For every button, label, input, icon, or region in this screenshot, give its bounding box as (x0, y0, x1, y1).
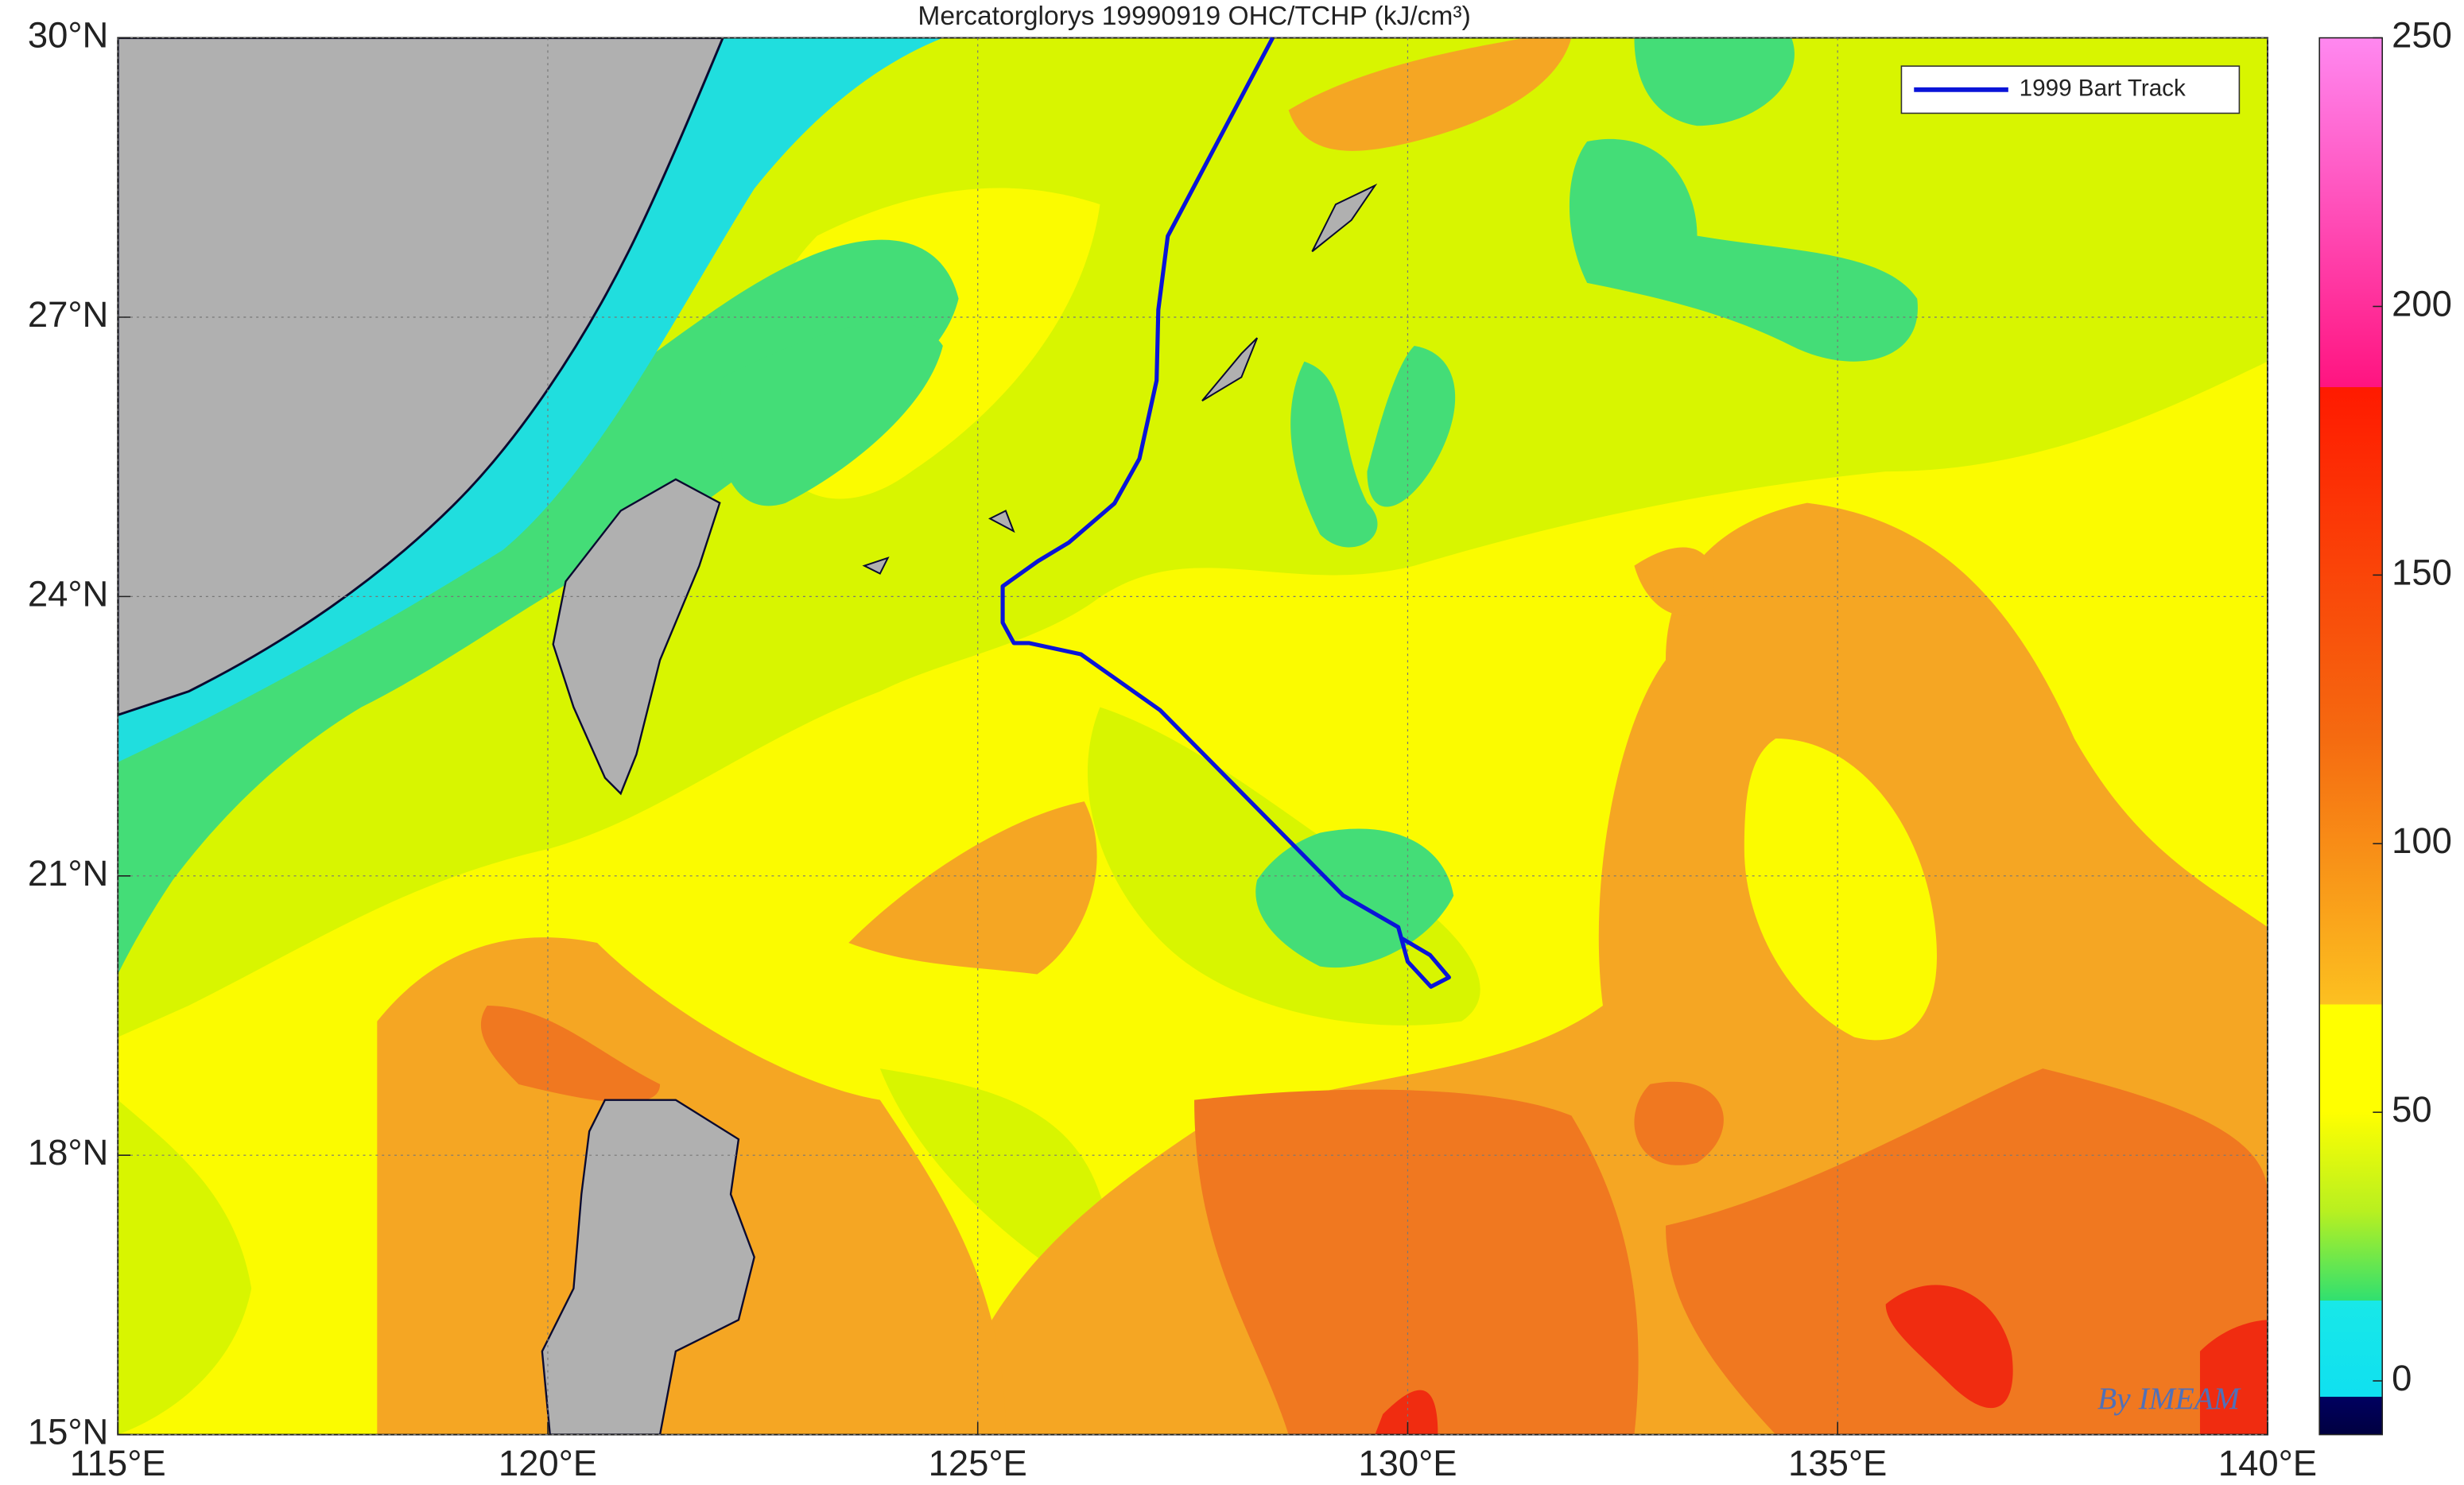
colorbar-tick-label: 100 (2392, 820, 2452, 861)
y-tick-label: 21°N (28, 853, 109, 894)
x-tick-label: 120°E (499, 1443, 597, 1483)
colorbar (2318, 37, 2384, 1436)
x-tick-label: 140°E (2218, 1443, 2317, 1483)
colorbar-tick-label: 250 (2392, 15, 2452, 56)
track-line (1000, 37, 1451, 989)
x-tick-label: 135°E (1788, 1443, 1887, 1483)
map-title: Mercatorglorys 19990919 OHC/TCHP (kJ/cm³… (918, 2, 1470, 31)
y-tick-label: 27°N (28, 294, 109, 335)
y-tick-label: 30°N (28, 15, 109, 56)
legend: 1999 Bart Track (1900, 65, 2241, 114)
y-tick-label: 18°N (28, 1132, 109, 1173)
y-tick-label: 24°N (28, 573, 109, 614)
colorbar-tick-label: 150 (2392, 552, 2452, 592)
watermark: By IMEAM (2097, 1381, 2241, 1416)
y-tick-label: 15°N (28, 1412, 109, 1452)
ohc-field (118, 37, 2268, 1435)
x-tick-label: 125°E (929, 1443, 1027, 1483)
colorbar-tick-label: 0 (2392, 1358, 2412, 1398)
x-tick-label: 115°E (70, 1443, 166, 1483)
legend-label: 1999 Bart Track (2020, 76, 2186, 102)
x-tick-label: 130°E (1358, 1443, 1457, 1483)
colorbar-tick-label: 200 (2392, 283, 2452, 324)
colorbar-tick-label: 50 (2392, 1089, 2432, 1130)
